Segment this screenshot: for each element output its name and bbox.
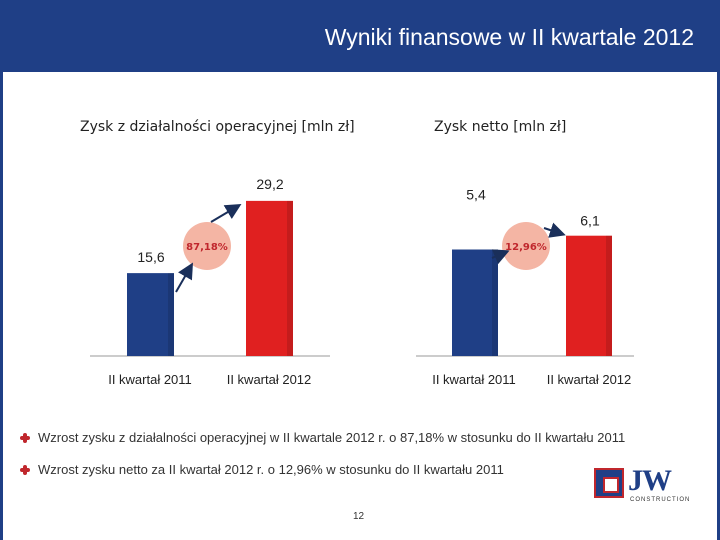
category-label: II kwartał 2012: [547, 372, 632, 387]
bar-2012: [246, 200, 293, 356]
bullet-diamond-icon: [20, 433, 30, 443]
company-logo: JW CONSTRUCTION: [594, 464, 694, 504]
frame-left-border: [0, 72, 3, 540]
chart-title-operating-profit: Zysk z działalności operacyjnej [mln zł]: [80, 119, 355, 135]
logo-subtext: CONSTRUCTION: [630, 497, 691, 503]
growth-arrow-icon: [491, 249, 510, 265]
category-label: II kwartał 2012: [227, 372, 312, 387]
data-label-2012: 29,2: [256, 176, 283, 192]
bullet-diamond-icon: [20, 465, 30, 475]
slide-title: Wyniki finansowe w II kwartale 2012: [324, 24, 694, 50]
bar-shading: [287, 200, 293, 356]
bar-2011: [452, 249, 498, 356]
data-label-2011: 5,4: [466, 187, 486, 203]
page-number: 12: [353, 511, 365, 522]
data-label-2011: 15,6: [137, 249, 164, 265]
change-label: 12,96%: [505, 242, 547, 253]
growth-arrow-icon: [175, 262, 193, 293]
category-label: II kwartał 2011: [432, 372, 516, 387]
growth-arrow-icon: [543, 222, 566, 238]
growth-arrow-icon: [210, 203, 242, 223]
bullet-text: Wzrost zysku z działalności operacyjnej …: [38, 430, 626, 445]
data-label-2012: 6,1: [580, 213, 600, 229]
frame-right-border: [717, 72, 720, 540]
change-badge: [183, 222, 231, 270]
chart-title-net-profit: Zysk netto [mln zł]: [434, 119, 567, 135]
bar-shading: [492, 249, 498, 356]
logo-text: JW: [628, 464, 672, 497]
bar-shading: [168, 273, 174, 356]
logo-square-icon: [594, 468, 624, 498]
header-bar: Wyniki finansowe w II kwartale 2012: [0, 0, 720, 72]
bullet-text: Wzrost zysku netto za II kwartał 2012 r.…: [38, 462, 504, 477]
bar-2012: [566, 235, 612, 356]
bar-2011: [127, 273, 174, 356]
bullet-operating-profit: Wzrost zysku z działalności operacyjnej …: [20, 430, 625, 445]
bullet-net-profit: Wzrost zysku netto za II kwartał 2012 r.…: [20, 462, 504, 477]
change-label: 87,18%: [186, 242, 228, 253]
category-label: II kwartał 2011: [108, 372, 192, 387]
bar-shading: [606, 235, 612, 356]
change-badge: [502, 222, 550, 270]
